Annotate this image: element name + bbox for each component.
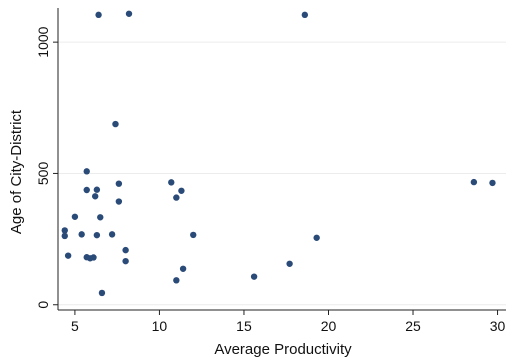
x-tick-label-0: 5 [71, 318, 79, 334]
x-tick-label-1: 10 [152, 318, 168, 334]
data-point-30 [286, 260, 293, 267]
x-tick-label-2: 15 [236, 318, 252, 334]
data-point-29 [250, 273, 258, 280]
data-point-24 [173, 194, 180, 201]
x-axis-title: Average Productivity [214, 341, 352, 358]
data-point-12 [93, 231, 101, 239]
data-point-13 [95, 11, 102, 19]
data-point-1 [61, 232, 68, 240]
x-tick-label-3: 20 [321, 318, 337, 334]
data-point-28 [190, 231, 197, 239]
data-point-19 [115, 198, 123, 205]
axes [53, 8, 506, 315]
data-point-22 [125, 10, 133, 17]
data-point-3 [71, 213, 79, 220]
data-point-21 [122, 257, 129, 265]
data-point-17 [112, 120, 119, 128]
data-point-34 [489, 179, 496, 187]
data-point-33 [470, 178, 478, 186]
y-axis-title: Age of City-District [8, 109, 25, 234]
data-point-2 [64, 252, 72, 259]
data-point-16 [108, 231, 116, 238]
data-point-31 [301, 11, 309, 19]
grid-lines [58, 41, 506, 306]
data-points [61, 10, 496, 297]
data-point-11 [93, 186, 101, 193]
data-point-18 [115, 180, 123, 187]
data-point-15 [98, 289, 106, 297]
data-point-5 [83, 168, 90, 175]
data-point-26 [178, 187, 185, 194]
data-point-4 [78, 231, 85, 238]
data-point-27 [179, 265, 187, 272]
y-tick-label-2: 1000 [35, 26, 51, 57]
data-point-6 [83, 186, 90, 194]
data-point-20 [122, 246, 129, 254]
data-point-0 [61, 227, 68, 234]
x-tick-label-4: 25 [405, 318, 421, 334]
data-point-25 [173, 277, 180, 284]
data-point-10 [91, 193, 99, 200]
data-point-23 [168, 179, 175, 186]
data-point-14 [97, 214, 104, 221]
y-tick-label-0: 0 [35, 301, 51, 309]
data-point-9 [90, 254, 97, 261]
tick-labels: 5 10 15 20 25 30 0 500 1000 [35, 26, 506, 334]
y-tick-label-1: 500 [35, 162, 51, 186]
x-tick-label-5: 30 [490, 318, 506, 334]
data-point-32 [313, 234, 320, 241]
